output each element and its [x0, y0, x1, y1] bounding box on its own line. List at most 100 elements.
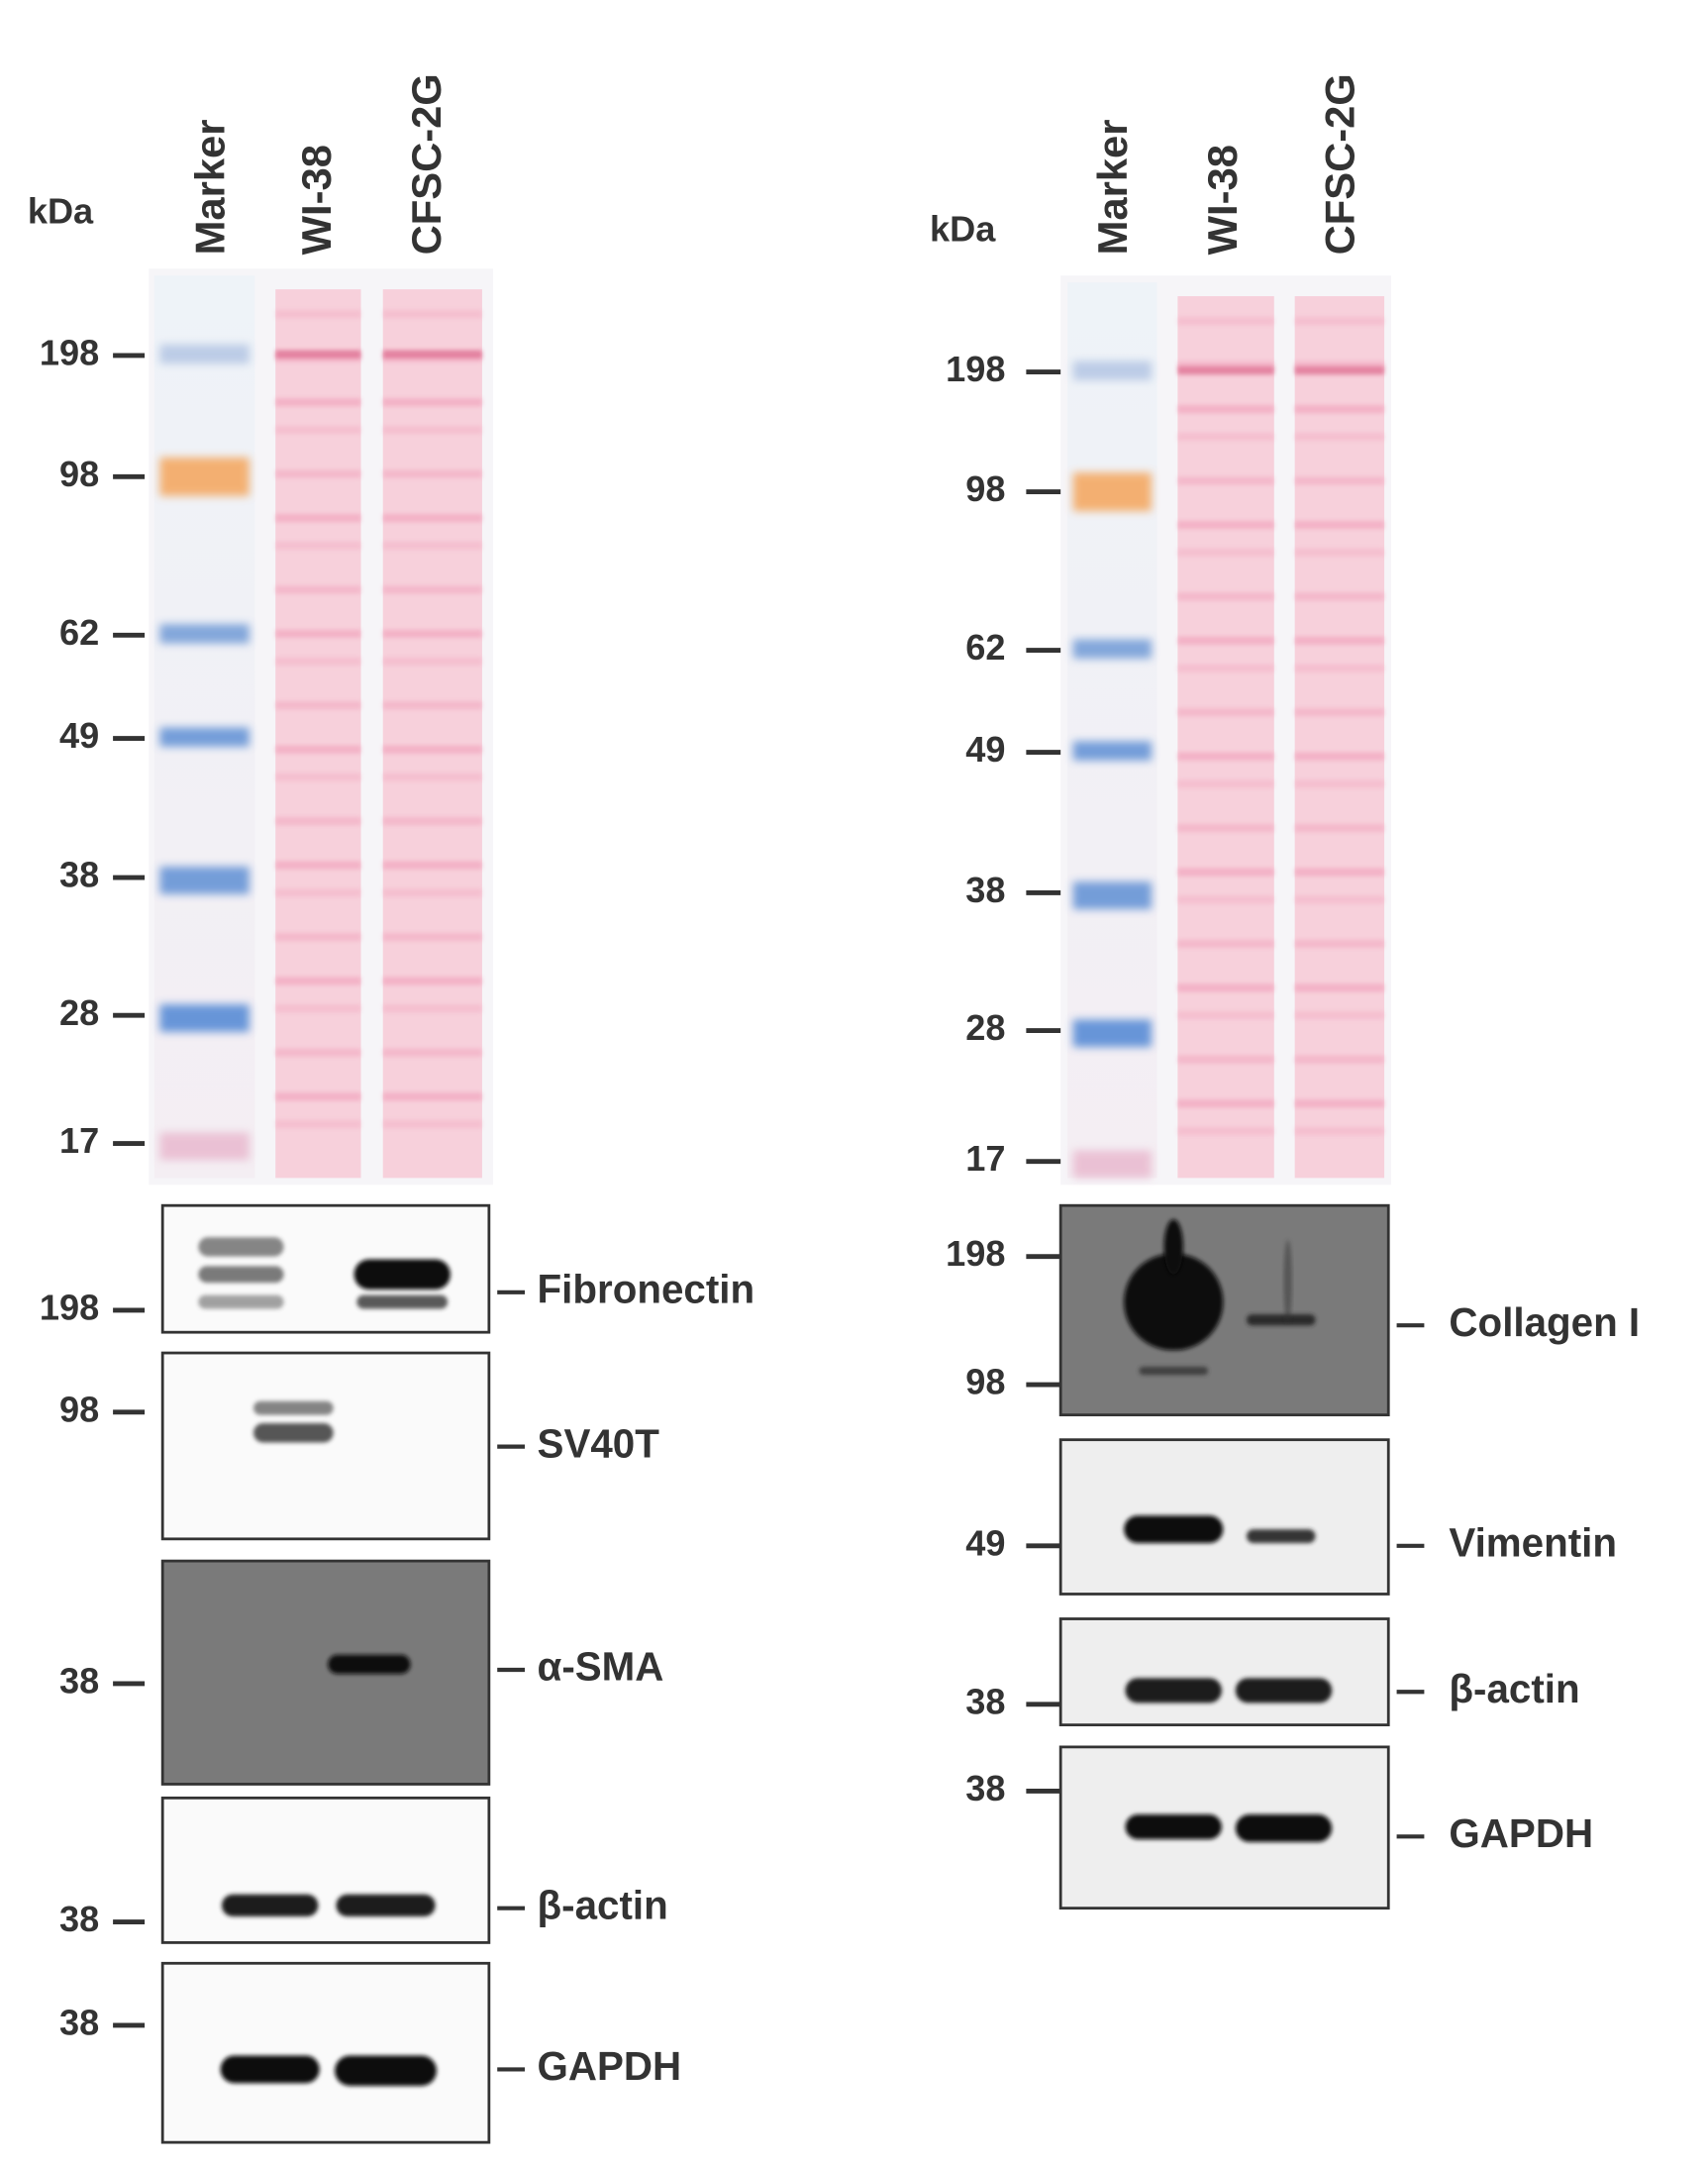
- protein-band: [275, 861, 361, 870]
- protein-band: [382, 1048, 482, 1057]
- band: [1125, 1678, 1222, 1703]
- mw-label: 198: [946, 349, 1005, 389]
- blot: 49 Vimentin: [965, 1438, 1617, 1596]
- blot-box: [160, 1796, 491, 1944]
- protein-band: [1294, 404, 1385, 414]
- protein-band: [275, 888, 361, 897]
- protein-band: [1177, 476, 1274, 485]
- protein-band: [1294, 361, 1385, 369]
- sample-lane: [1294, 296, 1385, 1179]
- protein-band: [382, 977, 482, 985]
- lane-label: CFSC-2G: [1316, 73, 1362, 255]
- protein-band: [1294, 939, 1385, 949]
- ladder-band: [1072, 361, 1152, 380]
- lane-label: WI-38: [293, 145, 340, 255]
- protein-band: [382, 1092, 482, 1101]
- mw-label: 28: [965, 1007, 1005, 1048]
- blot: 38 GAPDH: [965, 1745, 1593, 1910]
- mw-label: 17: [965, 1138, 1005, 1179]
- protein-band: [1294, 779, 1385, 788]
- protein-band: [1177, 895, 1274, 904]
- mw-label: 98: [59, 1389, 99, 1429]
- protein-band: [275, 1004, 361, 1013]
- ladder-band: [1072, 1019, 1152, 1048]
- blot: 38 α-SMA: [59, 1559, 664, 1786]
- mw-label: 49: [965, 1522, 1005, 1563]
- protein-label: Collagen I: [1449, 1299, 1640, 1345]
- kda-label: kDa: [28, 190, 94, 231]
- marker-lane: [153, 275, 255, 1179]
- blot-box: [160, 1559, 491, 1786]
- protein-band: [1294, 520, 1385, 530]
- band: [335, 2055, 438, 2087]
- blot-box: [160, 1351, 491, 1541]
- mw-label: 198: [946, 1233, 1005, 1274]
- protein-band: [1294, 752, 1385, 761]
- protein-band: [1177, 1126, 1274, 1136]
- protein-band: [1294, 316, 1385, 326]
- protein-band: [1294, 432, 1385, 442]
- lane-label: Marker: [187, 120, 234, 256]
- band: [221, 1894, 319, 1916]
- protein-label: β-actin: [538, 1882, 668, 1927]
- protein-band: [1177, 983, 1274, 992]
- protein-band: [1177, 868, 1274, 877]
- protein-band: [1177, 548, 1274, 557]
- blot: 38 β-actin: [59, 1796, 668, 1944]
- protein-band: [275, 745, 361, 754]
- protein-band: [1177, 361, 1274, 369]
- protein-band: [1177, 664, 1274, 672]
- protein-band: [382, 932, 482, 942]
- sample-lane: [275, 289, 361, 1179]
- band: [1235, 1678, 1333, 1703]
- protein-band: [1294, 708, 1385, 717]
- band: [328, 1654, 411, 1675]
- protein-band: [382, 888, 482, 897]
- protein-band: [382, 541, 482, 551]
- protein-band: [382, 585, 482, 594]
- band: [1235, 1814, 1333, 1842]
- mw-label: 38: [59, 1660, 99, 1701]
- mw-label: 49: [59, 715, 99, 756]
- blot-box: [1058, 1203, 1390, 1417]
- protein-band: [1177, 1055, 1274, 1064]
- protein-band: [1294, 476, 1385, 485]
- protein-band: [275, 350, 361, 359]
- lane-label: Marker: [1089, 120, 1136, 256]
- protein-band: [382, 773, 482, 781]
- mw-label: 49: [965, 729, 1005, 770]
- protein-band: [275, 773, 361, 781]
- protein-band: [1294, 1099, 1385, 1108]
- blot: 98 SV40T: [59, 1351, 659, 1541]
- protein-label: α-SMA: [538, 1644, 664, 1690]
- protein-band: [1177, 520, 1274, 530]
- band: [198, 1294, 284, 1309]
- protein-band: [382, 513, 482, 523]
- sample-lane: [1177, 296, 1274, 1179]
- protein-band: [382, 657, 482, 666]
- protein-band: [275, 309, 361, 319]
- band: [252, 1400, 334, 1415]
- protein-band: [382, 425, 482, 435]
- protein-band: [1294, 548, 1385, 557]
- band: [1246, 1529, 1316, 1544]
- protein-band: [1294, 1011, 1385, 1020]
- ladder-band: [1072, 741, 1152, 761]
- mw-label: 38: [59, 855, 99, 895]
- mw-label: 98: [59, 454, 99, 494]
- band: [198, 1266, 284, 1284]
- mw-label: 38: [59, 1899, 99, 1939]
- protein-band: [1177, 823, 1274, 833]
- protein-band: [1294, 1126, 1385, 1136]
- protein-band: [1294, 592, 1385, 601]
- protein-label: Fibronectin: [538, 1266, 755, 1311]
- ladder-band: [159, 624, 250, 644]
- band: [336, 1894, 436, 1916]
- protein-band: [275, 513, 361, 523]
- sample-lane: [382, 289, 482, 1179]
- mw-label: 38: [965, 1768, 1005, 1808]
- ladder-band: [159, 727, 250, 747]
- mw-label: 62: [59, 612, 99, 653]
